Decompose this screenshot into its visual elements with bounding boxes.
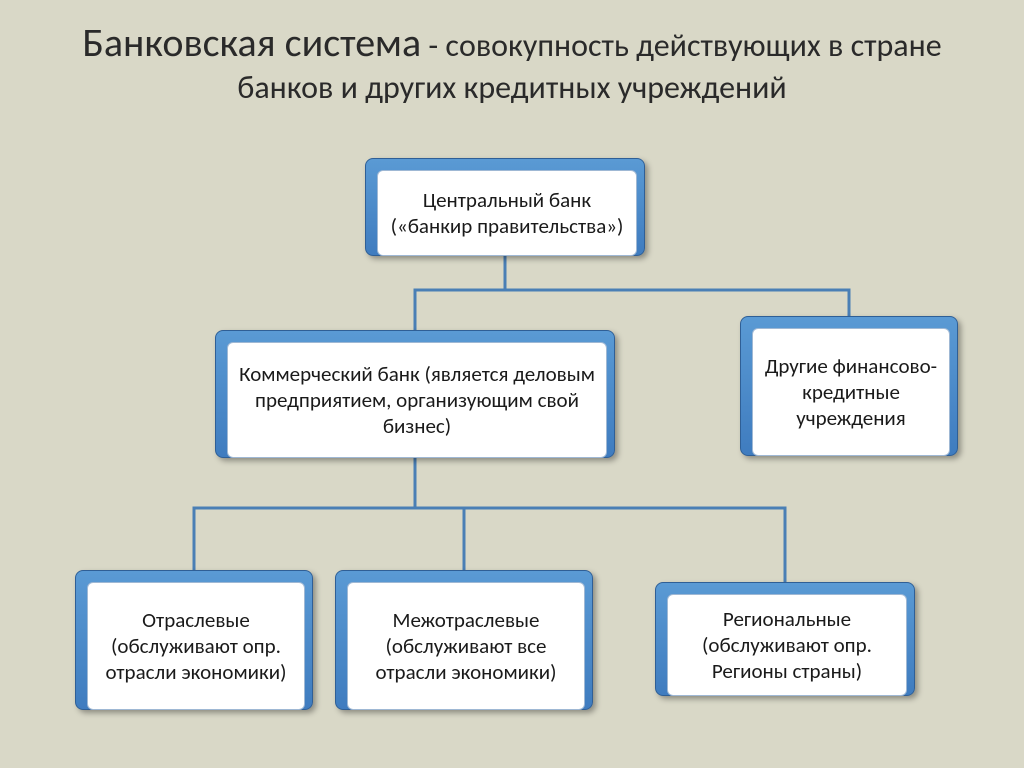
org-node-label-regional: Региональные (обслуживают опр. Регионы с… — [667, 594, 907, 696]
connector-central-commercial — [415, 256, 505, 330]
org-node-label-other: Другие финансово-кредитные учреждения — [752, 328, 950, 456]
connector-commercial-intersector — [415, 458, 464, 570]
connector-commercial-regional — [415, 458, 785, 582]
title-strong: Банковская система — [82, 18, 421, 67]
connector-commercial-sectoral — [194, 458, 415, 570]
org-node-label-commercial: Коммерческий банк (является деловым пред… — [227, 342, 607, 458]
connector-central-other — [505, 256, 849, 316]
org-node-label-central: Центральный банк («банкир правительства»… — [377, 170, 637, 256]
org-node-label-intersector: Межотраслевые (обслуживают все отрасли э… — [347, 582, 585, 710]
page-title: Банковская система - совокупность действ… — [0, 0, 1024, 108]
org-node-label-sectoral: Отраслевые (обслуживают опр. отрасли эко… — [87, 582, 305, 710]
